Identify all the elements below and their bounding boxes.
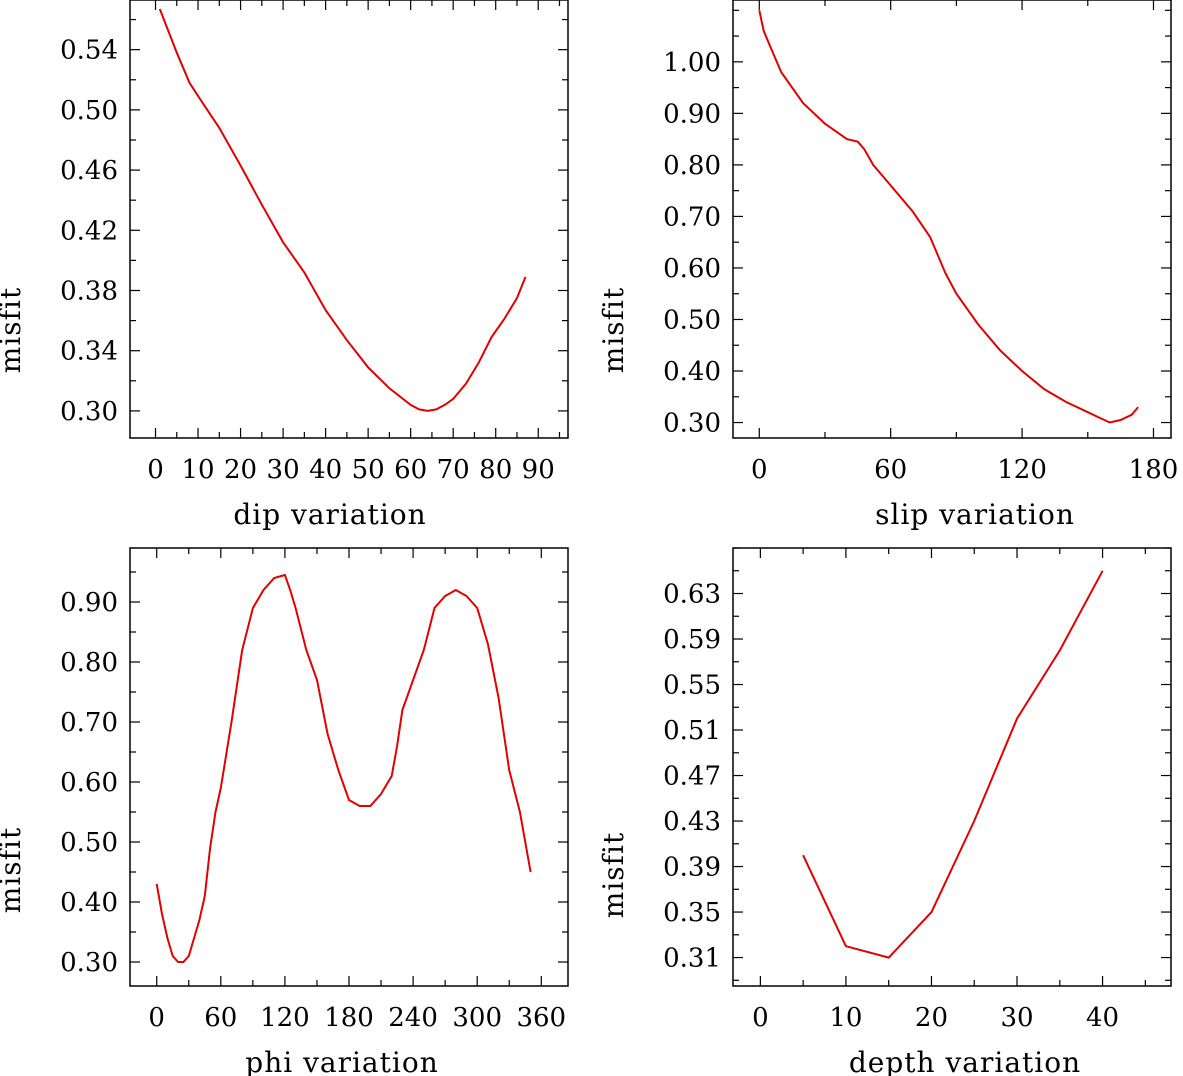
- y-axis-label: misfit: [597, 287, 630, 373]
- y-axis-label: misfit: [0, 827, 27, 913]
- x-tick-label: 0: [752, 1003, 769, 1033]
- y-tick-label: 0.50: [60, 96, 118, 126]
- y-tick-label: 0.59: [663, 625, 721, 655]
- x-tick-label: 0: [751, 455, 768, 485]
- x-tick-label: 90: [522, 455, 555, 485]
- x-tick-label: 20: [224, 455, 257, 485]
- y-tick-label: 0.30: [60, 948, 118, 978]
- x-tick-label: 60: [394, 455, 427, 485]
- x-tick-label: 30: [1000, 1003, 1033, 1033]
- y-axis-label: misfit: [0, 287, 27, 373]
- y-tick-label: 0.50: [663, 305, 721, 335]
- chart-panel-3: 0.30 0.40 0.50 0.60 0.70 0.80 0.90 0 60 120 180 240…: [0, 547, 569, 1076]
- misfit-curve: [155, 573, 532, 963]
- x-tick-label: 40: [1086, 1003, 1119, 1033]
- y-tick-label: 0.30: [663, 409, 721, 439]
- x-axis-label: depth variation: [849, 1046, 1081, 1076]
- y-tick-label: 0.34: [60, 337, 118, 367]
- x-axis-label: phi variation: [245, 1046, 438, 1076]
- x-tick-label: 360: [516, 1003, 566, 1033]
- x-tick-label: 120: [260, 1003, 310, 1033]
- y-tick-label: 0.51: [663, 716, 721, 746]
- y-tick-label: 0.55: [663, 671, 721, 701]
- y-tick-label: 0.30: [60, 397, 118, 427]
- x-tick-label: 10: [829, 1003, 862, 1033]
- y-tick-label: 0.63: [663, 580, 721, 610]
- x-tick-label: 180: [324, 1003, 374, 1033]
- y-tick-label: 0.70: [60, 708, 118, 738]
- y-tick-label: 0.80: [60, 648, 118, 678]
- y-tick-label: 0.38: [60, 276, 118, 306]
- plot-frame: [129, 0, 569, 439]
- x-tick-label: 30: [267, 455, 300, 485]
- y-tick-label: 0.31: [663, 944, 721, 974]
- x-tick-label: 70: [437, 455, 470, 485]
- x-tick-label: 10: [181, 455, 214, 485]
- y-tick-label: 0.54: [60, 36, 118, 66]
- y-tick-label: 0.60: [663, 254, 721, 284]
- x-tick-label: 180: [1129, 455, 1179, 485]
- x-tick-label: 60: [204, 1003, 237, 1033]
- x-tick-label: 80: [479, 455, 512, 485]
- y-tick-label: 0.50: [60, 828, 118, 858]
- x-tick-label: 40: [309, 455, 342, 485]
- y-tick-label: 0.35: [663, 898, 721, 928]
- chart-panel-1: 0.30 0.34 0.38 0.42 0.46 0.50 0.54 0 10 20 30 40 50 6…: [0, 0, 569, 531]
- x-axis-label: slip variation: [875, 498, 1075, 531]
- x-tick-label: 240: [388, 1003, 438, 1033]
- chart-panel-2: 0.30 0.40 0.50 0.60 0.70 0.80 0.90 1.00 0 60 120 18…: [597, 0, 1178, 531]
- x-tick-label: 50: [352, 455, 385, 485]
- plot-frame: [129, 547, 569, 987]
- y-tick-label: 1.00: [663, 48, 721, 78]
- x-tick-label: 300: [452, 1003, 502, 1033]
- y-tick-label: 0.90: [663, 99, 721, 129]
- y-tick-label: 0.60: [60, 768, 118, 798]
- y-tick-label: 0.43: [663, 807, 721, 837]
- misfit-curve: [158, 8, 527, 412]
- y-tick-label: 0.80: [663, 151, 721, 181]
- y-tick-label: 0.39: [663, 853, 721, 883]
- x-tick-label: 120: [997, 455, 1047, 485]
- y-tick-label: 0.46: [60, 156, 118, 186]
- x-axis-label: dip variation: [233, 498, 426, 531]
- y-tick-label: 0.40: [60, 888, 118, 918]
- misfit-curve: [758, 10, 1139, 424]
- misfit-curve: [802, 570, 1104, 959]
- y-axis-label: misfit: [597, 832, 630, 918]
- y-tick-label: 0.42: [60, 216, 118, 246]
- x-tick-label: 60: [874, 455, 907, 485]
- x-tick-label: 20: [915, 1003, 948, 1033]
- y-tick-label: 0.40: [663, 357, 721, 387]
- plot-frame: [732, 0, 1172, 439]
- chart-panel-4: 0.31 0.35 0.39 0.43 0.47 0.51 0.55 0.59 0.63 0 10 2…: [597, 547, 1172, 1076]
- plot-frame: [732, 547, 1172, 987]
- y-tick-label: 0.90: [60, 588, 118, 618]
- y-tick-label: 0.47: [663, 762, 721, 792]
- y-tick-label: 0.70: [663, 202, 721, 232]
- x-tick-label: 0: [148, 1003, 165, 1033]
- x-tick-label: 0: [147, 455, 164, 485]
